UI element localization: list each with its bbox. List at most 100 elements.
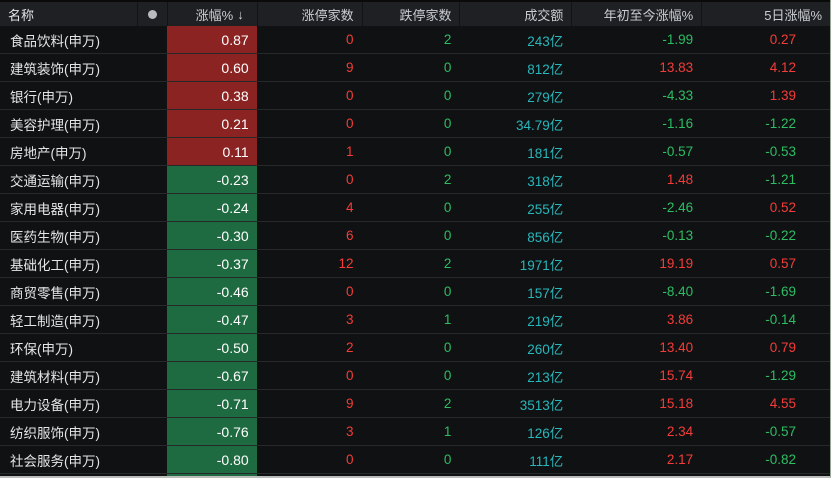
table-row[interactable]: 轻工制造(申万) -0.47 3 1 219亿 3.86 -0.14 — [0, 306, 830, 334]
change-cell: -0.46 — [166, 278, 257, 305]
limit-down-count: 0 — [443, 452, 452, 467]
column-header-limit-up[interactable]: 涨停家数 — [256, 2, 362, 26]
change-cell: 0.87 — [166, 26, 257, 53]
limit-down-count: 1 — [443, 312, 452, 327]
limit-up-count: 4 — [346, 200, 354, 215]
limit-down-count: 2 — [443, 172, 452, 187]
ytd-change-value: -1.16 — [662, 116, 694, 131]
ytd-change-value: -0.13 — [662, 228, 694, 243]
marker-cell — [137, 110, 167, 137]
change-cell: -0.71 — [166, 390, 257, 417]
marker-cell — [137, 138, 167, 165]
marker-cell — [137, 26, 167, 53]
limit-up-count: 0 — [346, 116, 354, 131]
change-cell: 0.11 — [166, 138, 257, 165]
table-row[interactable]: 食品饮料(申万) 0.87 0 2 243亿 -1.99 0.27 — [0, 26, 830, 54]
table-row[interactable]: 电力设备(申万) -0.71 9 2 3513亿 15.18 4.55 — [0, 390, 830, 418]
column-header-turnover[interactable]: 成交额 — [459, 2, 571, 26]
ytd-change-value: -1.99 — [662, 32, 694, 47]
limit-up-count: 0 — [346, 88, 354, 103]
sector-name: 银行(申万) — [10, 89, 73, 105]
column-header-ytd-change[interactable]: 年初至今涨幅% — [571, 2, 701, 26]
limit-up-count: 0 — [346, 172, 354, 187]
limit-up-count: 0 — [346, 368, 354, 383]
sector-name: 电力设备(申万) — [10, 397, 100, 413]
ytd-change-value: 2.17 — [666, 452, 694, 467]
marker-cell — [137, 334, 167, 361]
column-header-change-label: 涨幅% — [195, 7, 234, 23]
column-header-5day-change[interactable]: 5日涨幅% — [701, 2, 830, 26]
ytd-change-value: 13.40 — [659, 340, 694, 355]
marker-cell — [137, 166, 167, 193]
table-row[interactable]: 交通运输(申万) -0.23 0 2 318亿 1.48 -1.21 — [0, 166, 830, 194]
column-header-name-label: 名称 — [8, 7, 35, 23]
ytd-change-value: 13.83 — [659, 60, 694, 75]
marker-cell — [137, 306, 167, 333]
limit-down-count: 0 — [443, 200, 452, 215]
table-row[interactable]: 纺织服饰(申万) -0.76 3 1 126亿 2.34 -0.57 — [0, 418, 830, 446]
turnover-value: 255亿 — [527, 201, 564, 217]
ytd-change-value: 19.19 — [659, 256, 694, 271]
marker-cell — [137, 418, 167, 445]
limit-up-count: 12 — [338, 256, 354, 271]
limit-up-count: 9 — [346, 60, 354, 75]
5day-change-value: 4.55 — [769, 396, 796, 411]
table-row[interactable]: 建筑装饰(申万) 0.60 9 0 812亿 13.83 4.12 — [0, 54, 830, 82]
limit-down-count: 2 — [443, 256, 452, 271]
table-row[interactable]: 美容护理(申万) 0.21 0 0 34.79亿 -1.16 -1.22 — [0, 110, 830, 138]
table-row[interactable]: 基础化工(申万) -0.37 12 2 1971亿 19.19 0.57 — [0, 250, 830, 278]
ytd-change-value: 2.34 — [666, 424, 694, 439]
turnover-value: 213亿 — [527, 369, 564, 385]
sector-name: 轻工制造(申万) — [10, 313, 100, 329]
limit-up-count: 2 — [346, 340, 354, 355]
5day-change-value: -0.53 — [765, 144, 796, 159]
sector-name: 医药生物(申万) — [10, 229, 100, 245]
ytd-change-value: -2.46 — [662, 200, 694, 215]
column-header-limit-down[interactable]: 跌停家数 — [361, 2, 460, 26]
turnover-value: 219亿 — [527, 313, 564, 329]
column-header-turnover-label: 成交额 — [524, 7, 564, 23]
5day-change-value: 4.12 — [769, 60, 796, 75]
column-header-marker[interactable] — [136, 2, 167, 26]
sector-name: 家用电器(申万) — [10, 201, 100, 217]
marker-cell — [137, 250, 167, 277]
turnover-value: 157亿 — [527, 285, 564, 301]
5day-change-value: 0.57 — [769, 256, 796, 271]
sector-name: 房地产(申万) — [10, 145, 87, 161]
limit-down-count: 0 — [443, 60, 452, 75]
table-row[interactable]: 环保(申万) -0.50 2 0 260亿 13.40 0.79 — [0, 334, 830, 362]
turnover-value: 279亿 — [527, 89, 564, 105]
change-cell: -0.47 — [166, 306, 257, 333]
sort-descending-icon: ↓ — [237, 6, 244, 22]
table-row[interactable]: 商贸零售(申万) -0.46 0 0 157亿 -8.40 -1.69 — [0, 278, 830, 306]
ytd-change-value: 1.48 — [666, 172, 694, 187]
table-row[interactable]: 建筑材料(申万) -0.67 0 0 213亿 15.74 -1.29 — [0, 362, 830, 390]
table-row[interactable]: 银行(申万) 0.38 0 0 279亿 -4.33 1.39 — [0, 82, 830, 110]
change-cell: -0.50 — [166, 334, 257, 361]
table-row[interactable]: 医药生物(申万) -0.30 6 0 856亿 -0.13 -0.22 — [0, 222, 830, 250]
table-row[interactable]: 社会服务(申万) -0.80 0 0 111亿 2.17 -0.82 — [0, 446, 830, 474]
limit-up-count: 3 — [346, 312, 354, 327]
turnover-value: 34.79亿 — [515, 117, 564, 133]
limit-down-count: 1 — [443, 424, 452, 439]
marker-cell — [137, 362, 167, 389]
5day-change-value: -0.82 — [765, 452, 796, 467]
5day-change-value: -1.21 — [765, 172, 796, 187]
limit-up-count: 0 — [346, 452, 354, 467]
column-header-limit-down-label: 跌停家数 — [399, 7, 452, 23]
limit-down-count: 0 — [443, 368, 452, 383]
limit-down-count: 0 — [443, 340, 452, 355]
5day-change-value: 1.39 — [769, 88, 796, 103]
sector-name: 建筑材料(申万) — [10, 369, 100, 385]
sector-name: 基础化工(申万) — [10, 257, 100, 273]
column-header-change[interactable]: 涨幅% ↓ — [166, 2, 257, 26]
ytd-change-value: -8.40 — [662, 284, 694, 299]
limit-down-count: 0 — [443, 284, 452, 299]
ytd-change-value: 15.18 — [659, 396, 694, 411]
table-row[interactable]: 房地产(申万) 0.11 1 0 181亿 -0.57 -0.53 — [0, 138, 830, 166]
column-header-name[interactable]: 名称 — [0, 2, 137, 26]
ytd-change-value: 15.74 — [659, 368, 694, 383]
turnover-value: 243亿 — [527, 33, 564, 49]
table-row[interactable]: 家用电器(申万) -0.24 4 0 255亿 -2.46 0.52 — [0, 194, 830, 222]
